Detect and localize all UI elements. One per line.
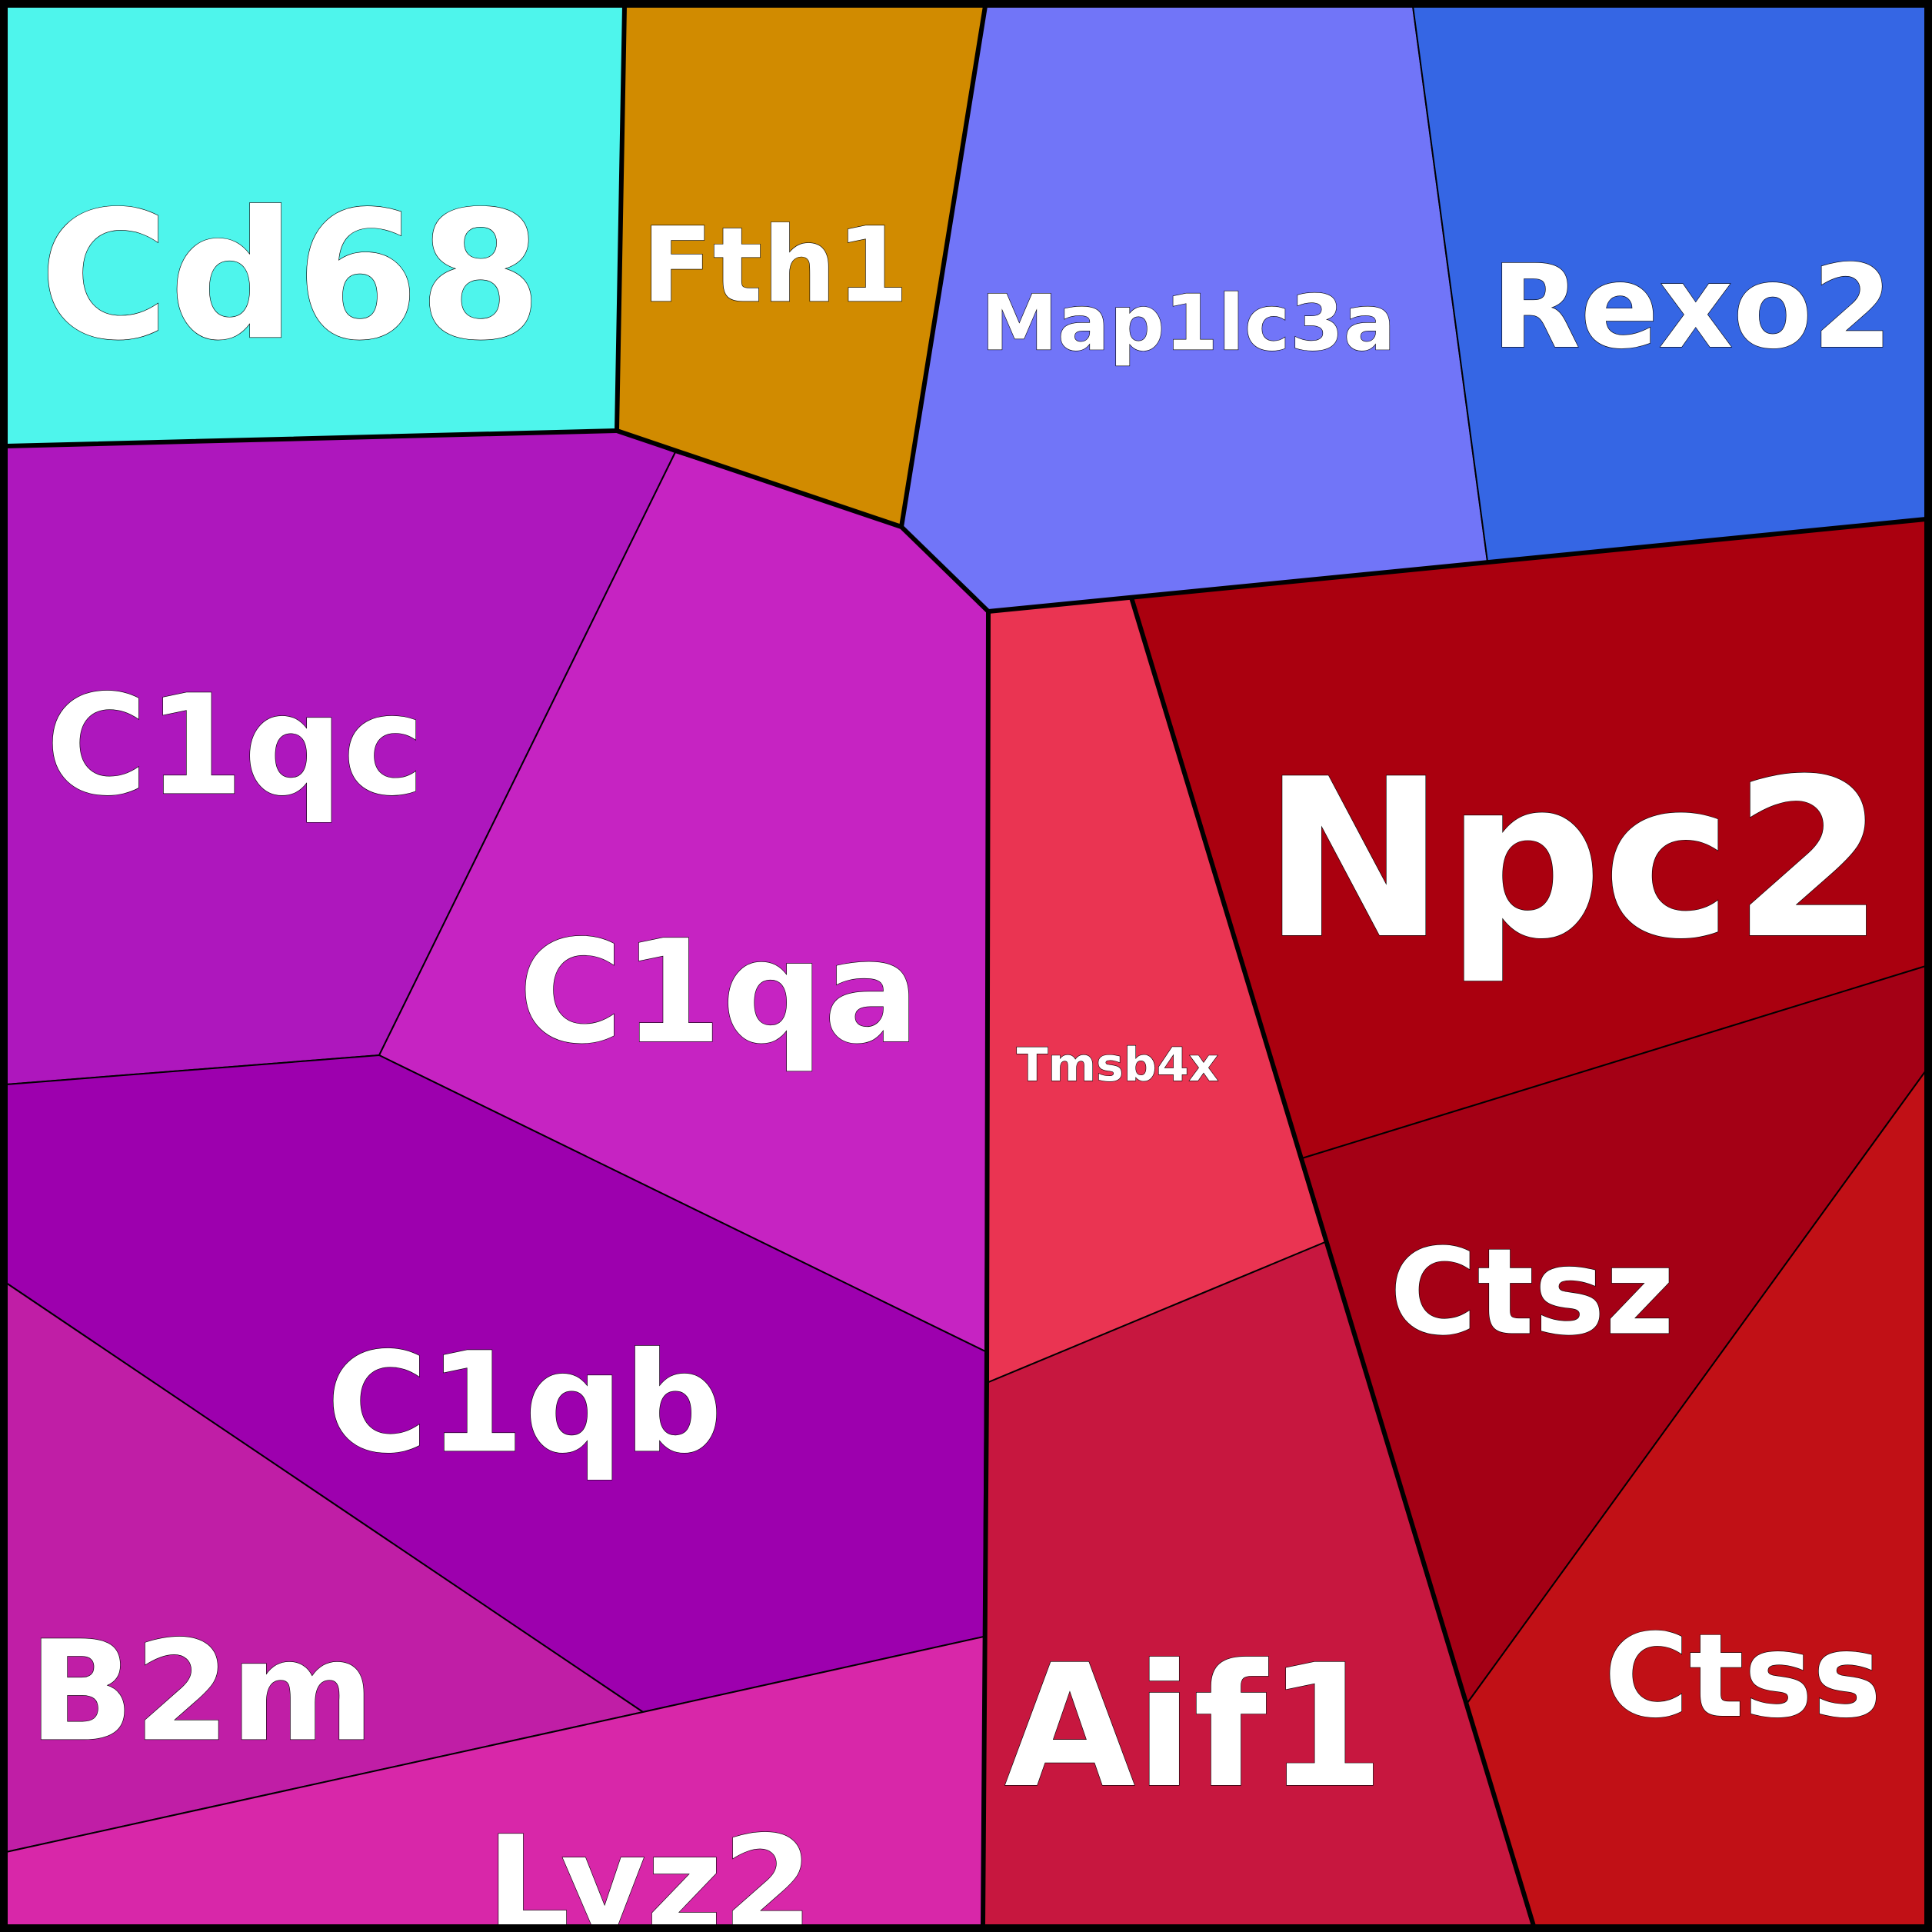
group-boundary-2: [5, 5, 627, 448]
cell-label-b2m: B2m: [28, 1612, 375, 1773]
cell-label-map1lc3a: Map1lc3a: [981, 278, 1396, 368]
cell-label-npc2: Npc2: [1262, 732, 1885, 988]
cell-label-rexo2: Rexo2: [1491, 241, 1892, 375]
cell-label-fth1: Fth1: [642, 205, 909, 326]
cell-label-lyz2: Lyz2: [487, 1808, 814, 1932]
group-boundary-5: [1129, 597, 1536, 1927]
group-boundaries: [5, 5, 1927, 1927]
cell-label-aif1: Aif1: [1004, 1628, 1384, 1825]
group-boundary-4: [988, 517, 1927, 614]
cell-label-c1qc: C1qc: [46, 666, 425, 827]
cell-label-ctsz: Ctsz: [1390, 1223, 1674, 1362]
cells-layer: [5, 5, 1927, 1927]
labels-layer: Cd68 Fth1 Map1lc3a Rexo2 C1qc C1qa C1qb B2m Lyz2…: [28, 174, 1893, 1932]
cell-label-cd68: Cd68: [39, 175, 542, 380]
cell-label-tmsb4x: Tmsb4x: [1017, 1038, 1219, 1092]
cell-label-c1qa: C1qa: [518, 909, 920, 1075]
cell-label-ctss: Ctss: [1604, 1610, 1881, 1744]
group-boundary-3: [899, 5, 988, 528]
cell-label-c1qb: C1qb: [326, 1324, 722, 1484]
